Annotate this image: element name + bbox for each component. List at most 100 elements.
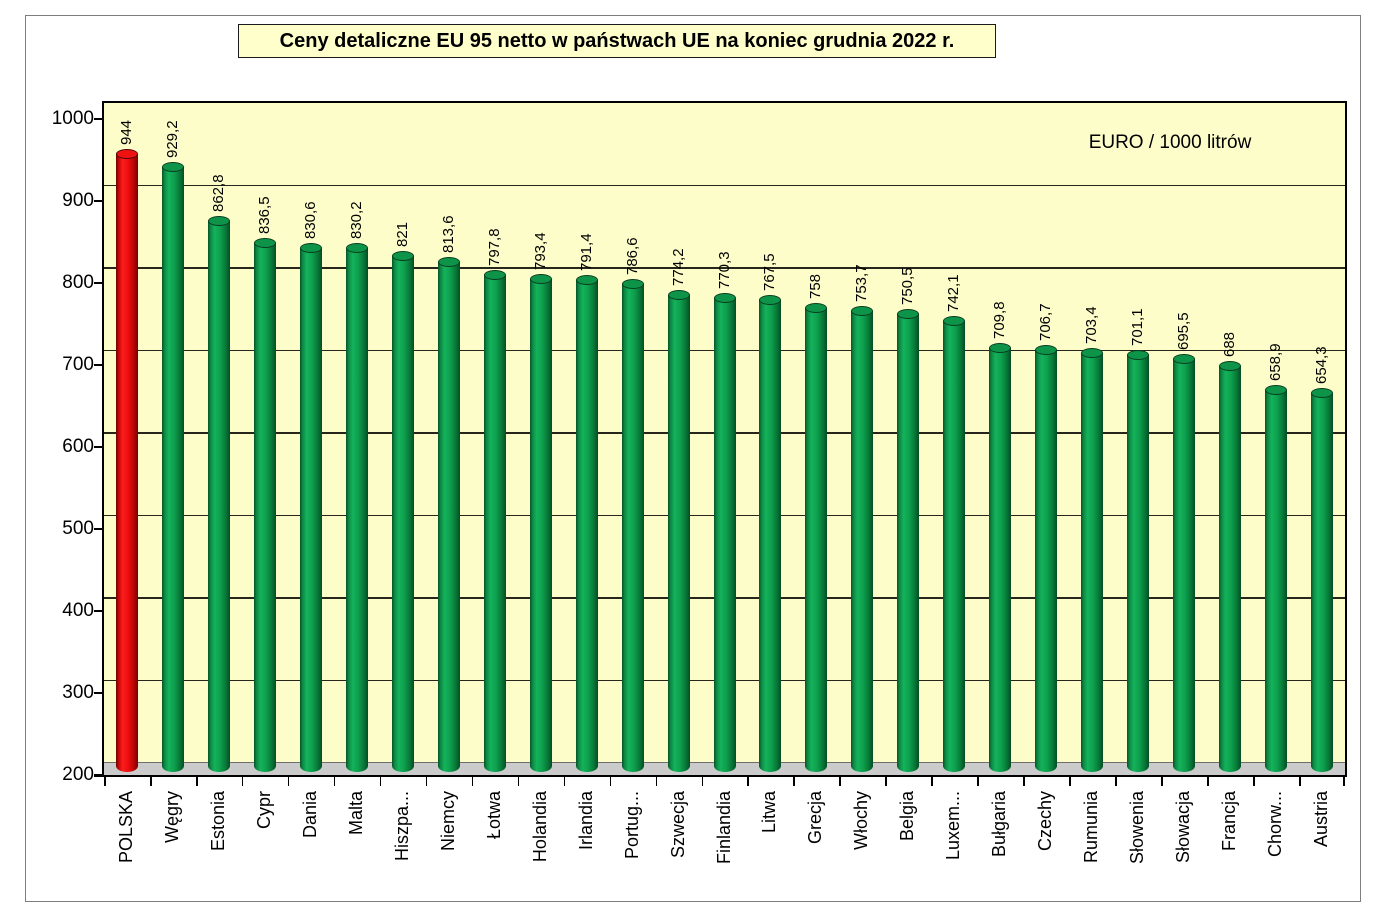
bar-top-cypr [253, 238, 276, 249]
bar-top-dania [299, 243, 322, 253]
bar-value-label: 821 [393, 221, 411, 247]
bar-value-label: 830,6 [301, 201, 319, 239]
bar-węgry [161, 166, 184, 772]
y-axis-tick [94, 364, 103, 366]
x-axis-tick [1023, 776, 1025, 786]
category-label-cypr: Cypr [253, 791, 274, 830]
bar-value-label: 658,9 [1267, 343, 1285, 381]
bar-estonia [207, 221, 230, 772]
unit-label: EURO / 1000 litrów [1088, 132, 1252, 153]
x-axis-tick [333, 776, 336, 786]
bar-austria [1311, 393, 1334, 772]
x-axis-tick [195, 776, 198, 786]
bar-polska [115, 154, 138, 772]
bar-top-hiszpa- [391, 250, 414, 261]
bar-czechy [1035, 350, 1058, 772]
y-axis-tick-label: 300 [62, 682, 94, 703]
bar-top-grecja [805, 302, 828, 313]
bar-value-label: 830,2 [347, 201, 365, 240]
bar-value-label: 654,3 [1313, 346, 1331, 385]
x-axis-tick [149, 776, 152, 786]
bar-top-czechy [1035, 345, 1058, 356]
bar-top-luxem- [943, 315, 966, 326]
category-label-czechy: Czechy [1035, 791, 1056, 852]
gridline-800 [104, 267, 1345, 269]
bar-value-label: 767,5 [761, 253, 779, 292]
bar-włochy [851, 311, 874, 772]
x-axis-tick [609, 776, 612, 786]
bar-malta [345, 248, 368, 772]
bar-value-label: 944 [117, 120, 135, 146]
bar-top-finlandia [713, 292, 736, 303]
y-axis-tick-label: 200 [62, 764, 94, 785]
category-label-litwa: Litwa [759, 791, 780, 834]
bar-value-label: 793,4 [531, 232, 549, 270]
bar-szwecja [667, 294, 690, 772]
bar-top-irlandia [575, 275, 598, 286]
category-label-hiszpa-: Hiszpa... [391, 791, 412, 862]
chart-title: Ceny detaliczne EU 95 netto w państwach … [279, 29, 955, 52]
bar-dania [299, 248, 322, 772]
category-label-austria: Austria [1311, 791, 1332, 848]
y-axis-tick [94, 774, 103, 776]
chart-title-box: Ceny detaliczne EU 95 netto w państwach … [238, 24, 996, 58]
x-axis-tick [379, 776, 382, 786]
x-axis-tick [287, 776, 290, 786]
bar-top-włochy [851, 306, 874, 317]
bar-top-chorw- [1265, 384, 1288, 395]
bar-cypr [253, 243, 276, 772]
bar-value-label: 709,8 [991, 301, 1009, 339]
bar-top-austria [1311, 388, 1334, 399]
bar-portug- [621, 284, 644, 772]
bar-rumunia [1081, 352, 1104, 772]
category-label-rumunia: Rumunia [1081, 791, 1102, 864]
bar-litwa [759, 300, 782, 772]
x-axis-tick [931, 776, 933, 786]
x-axis-tick [1069, 776, 1071, 786]
x-axis-tick [885, 776, 887, 786]
x-axis-tick [1343, 776, 1345, 786]
y-axis-tick [94, 692, 103, 694]
bar-irlandia [575, 280, 598, 772]
bar-value-label: 791,4 [577, 233, 595, 272]
y-axis-tick-label: 1000 [51, 108, 94, 129]
category-label-słowacja: Słowacja [1173, 791, 1194, 864]
x-axis-tick [563, 776, 566, 786]
x-axis-tick [471, 776, 474, 786]
bar-finlandia [713, 297, 736, 772]
bar-top-litwa [759, 295, 782, 306]
bar-value-label: 750,5 [899, 267, 917, 306]
category-label-luxem-: Luxem... [943, 791, 964, 861]
bar-value-label: 797,8 [485, 228, 503, 267]
x-axis-tick [104, 776, 106, 786]
category-label-dania: Dania [299, 791, 320, 839]
y-axis-tick-label: 500 [62, 518, 94, 539]
bar-value-label: 695,5 [1175, 312, 1193, 351]
x-axis-tick [1161, 776, 1163, 786]
bar-value-label: 703,4 [1083, 306, 1101, 344]
bar-hiszpa- [391, 255, 414, 772]
bar-top-słowenia [1127, 349, 1150, 360]
x-axis-tick [1207, 776, 1209, 786]
bar-top-rumunia [1081, 347, 1104, 358]
x-axis-tick [1253, 776, 1255, 786]
x-axis-tick [747, 776, 750, 786]
x-axis-tick [655, 776, 658, 786]
y-axis-tick-label: 900 [62, 190, 94, 211]
y-axis-tick-label: 600 [62, 436, 94, 457]
bar-francja [1219, 365, 1242, 772]
y-axis-tick-label: 700 [62, 354, 94, 375]
category-label-słowenia: Słowenia [1127, 791, 1148, 865]
bar-holandia [529, 278, 552, 772]
bar-top-estonia [207, 216, 230, 227]
y-axis-tick [94, 118, 103, 120]
plot-area [102, 101, 1347, 777]
bar-top-holandia [529, 273, 552, 284]
x-axis-tick [793, 776, 796, 786]
category-label-łotwa: Łotwa [483, 791, 504, 840]
x-axis-tick [839, 776, 841, 786]
y-axis-tick [94, 200, 103, 202]
x-axis-tick [517, 776, 520, 786]
x-axis-tick [425, 776, 428, 786]
category-label-portug-: Portug... [621, 791, 642, 860]
